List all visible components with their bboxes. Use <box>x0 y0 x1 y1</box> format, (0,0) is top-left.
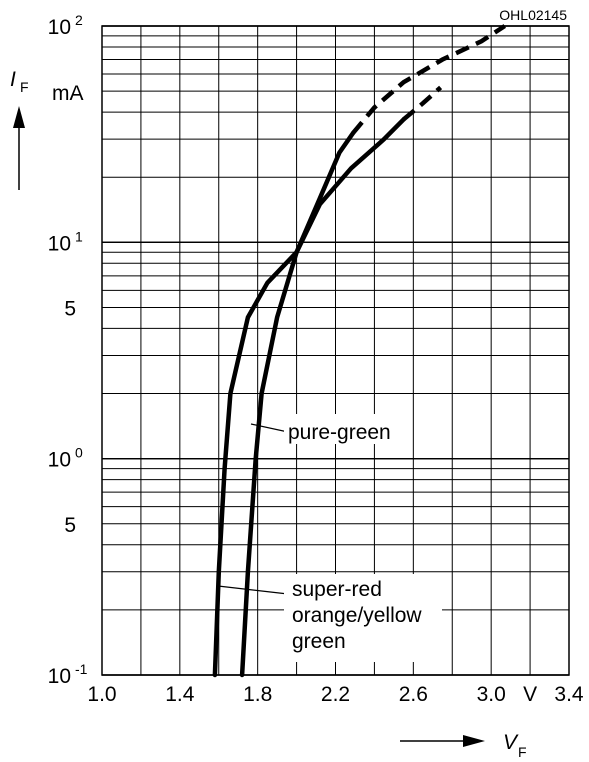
x-tick-label: 1.0 <box>87 683 116 706</box>
figure-code: OHL02145 <box>499 7 567 23</box>
y-tick-label: 10 <box>48 232 71 255</box>
y-axis-label-sub: F <box>20 79 29 95</box>
x-axis-arrow-head <box>463 735 485 747</box>
y-tick-exponent: -1 <box>75 661 88 677</box>
y-tick-label: 5 <box>64 514 76 537</box>
x-axis-label-main: V <box>503 731 519 754</box>
annotation-line-3: green <box>292 630 346 653</box>
annotation-background <box>284 414 408 444</box>
curve-pure-green <box>239 117 406 678</box>
annotation-background <box>284 574 442 662</box>
x-axis-label-sub: F <box>518 744 527 760</box>
annotation-pure-green: pure-green <box>284 414 408 444</box>
y-tick-label: 10 <box>48 16 71 39</box>
y-axis-label-main: I <box>10 68 16 91</box>
y-axis-title: I F mA <box>10 68 84 190</box>
curve-extrapolated-super-red-orange-yellow-green <box>351 24 507 135</box>
y-tick-label: 5 <box>64 297 76 320</box>
curve-super-red-orange-yellow-green <box>212 130 356 678</box>
x-tick-label: 3.4 <box>554 683 584 706</box>
annotation-pure-green-text: pure-green <box>288 421 391 444</box>
x-tick-label: 1.4 <box>165 683 195 706</box>
leader-line-pure-green <box>250 423 289 433</box>
annotation-leaders <box>217 423 289 595</box>
y-axis-unit: mA <box>52 82 84 105</box>
x-tick-label: 3.0 <box>477 683 506 706</box>
plot-frame <box>101 25 570 676</box>
curve-extrapolated-pure-green <box>402 85 443 122</box>
x-tick-labels: 1.0 1.4 1.8 2.2 2.6 3.0 3.4 V <box>87 683 584 706</box>
y-tick-exponent: 0 <box>75 445 83 461</box>
annotation-red-group: super-red orange/yellow green <box>284 574 442 662</box>
annotation-line-2: orange/yellow <box>292 604 422 627</box>
x-tick-label: 2.6 <box>399 683 428 706</box>
x-tick-label: 2.2 <box>321 683 350 706</box>
annotation-line-1: super-red <box>292 578 382 601</box>
y-axis-arrow-head <box>13 106 25 128</box>
x-axis-title: V F <box>400 731 527 760</box>
y-tick-exponent: 2 <box>75 12 83 28</box>
x-tick-label: 1.8 <box>243 683 272 706</box>
leader-line-red-group <box>217 585 289 595</box>
y-tick-exponent: 1 <box>75 228 83 244</box>
x-axis-unit: V <box>523 683 537 706</box>
y-tick-label: 10 <box>48 449 71 472</box>
y-tick-label: 10 <box>48 665 71 688</box>
curves <box>212 24 507 678</box>
